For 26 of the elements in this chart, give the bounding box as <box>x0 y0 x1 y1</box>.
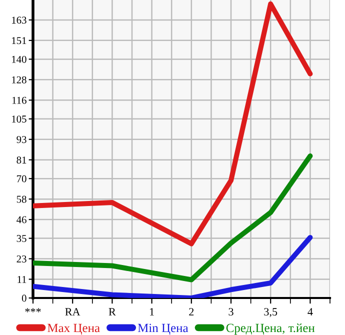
x-tick-label: RA <box>65 308 80 316</box>
y-tick-label: 163 <box>12 16 26 24</box>
legend-label: Min Цена <box>138 324 188 335</box>
y-tick-label: 23 <box>16 255 26 262</box>
y-tick-label: 11 <box>18 276 26 283</box>
x-tick-label: 4 <box>308 308 313 316</box>
y-tick-label: 70 <box>17 175 26 182</box>
x-tick-label: 2 <box>189 308 194 316</box>
x-tick-label: 1 <box>150 308 154 316</box>
y-tick-label: 151 <box>12 37 26 44</box>
y-tick-label: 0 <box>22 294 26 302</box>
y-tick-label: 93 <box>16 136 26 144</box>
y-tick-label: 46 <box>16 216 26 224</box>
x-tick-label: *** <box>25 308 41 312</box>
x-tick-label: R <box>108 308 116 316</box>
legend-label: Сред.Цена, т.йен <box>226 324 315 335</box>
x-tick-label: 3 <box>228 308 234 316</box>
y-tick-label: 58 <box>16 196 26 203</box>
y-tick-label: 81 <box>16 156 26 164</box>
y-tick-label: 105 <box>12 116 26 123</box>
x-tick-label: 3,5 <box>264 308 278 318</box>
y-tick-label: 35 <box>16 235 26 242</box>
legend-label: Max Цена <box>48 324 100 335</box>
y-tick-label: 140 <box>12 56 26 63</box>
y-tick-label: 116 <box>12 96 26 104</box>
y-tick-label: 128 <box>12 76 26 84</box>
